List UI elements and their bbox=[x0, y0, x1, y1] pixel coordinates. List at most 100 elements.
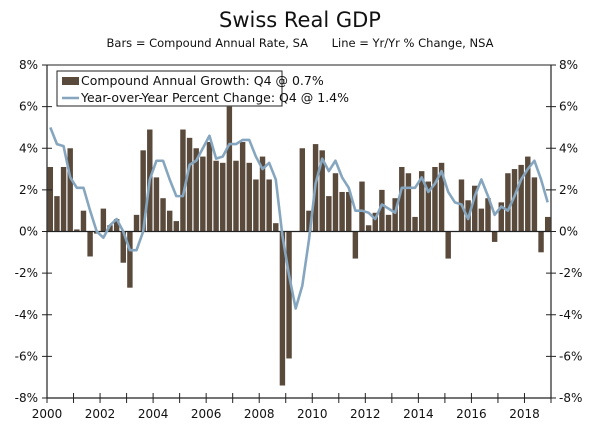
y-tick-label-right: -8% bbox=[559, 391, 582, 405]
bar bbox=[87, 231, 93, 257]
bar bbox=[491, 231, 498, 242]
bar bbox=[206, 142, 213, 232]
bar bbox=[54, 196, 60, 232]
bar bbox=[339, 191, 345, 232]
bar bbox=[379, 189, 385, 232]
y-tick-label-left: 0% bbox=[19, 225, 38, 239]
bar bbox=[140, 150, 146, 232]
bar bbox=[498, 202, 504, 232]
subtitle-line: Line = Yr/Yr % Change, NSA bbox=[331, 36, 494, 50]
bar bbox=[518, 164, 524, 232]
bar bbox=[478, 208, 485, 232]
legend-bar-label: Compound Annual Growth: Q4 @ 0.7% bbox=[81, 73, 324, 88]
bar bbox=[445, 231, 451, 259]
bar bbox=[346, 191, 352, 232]
bar bbox=[432, 166, 438, 232]
bar bbox=[226, 106, 233, 232]
bar bbox=[47, 166, 54, 232]
x-tick-label: 2016 bbox=[456, 407, 487, 421]
y-tick-label-right: -2% bbox=[559, 266, 582, 280]
chart-subtitle: Bars = Compound Annual Rate, SA Line = Y… bbox=[0, 36, 600, 50]
y-tick-label-left: 6% bbox=[19, 100, 38, 114]
bar bbox=[319, 150, 325, 232]
bar bbox=[418, 171, 425, 232]
y-tick-label-left: 4% bbox=[19, 141, 38, 155]
x-tick-label: 2000 bbox=[32, 407, 63, 421]
bar bbox=[326, 196, 332, 232]
bar bbox=[525, 156, 531, 232]
y-tick-label-right: 2% bbox=[559, 183, 578, 197]
bar bbox=[352, 231, 359, 259]
bar bbox=[511, 169, 518, 232]
x-tick-label: 2008 bbox=[244, 407, 275, 421]
bar bbox=[425, 181, 432, 232]
bar-series bbox=[47, 106, 551, 386]
bar bbox=[246, 162, 252, 232]
x-tick-label: 2018 bbox=[509, 407, 540, 421]
line-series-layer bbox=[49, 126, 549, 310]
axes: 8% 8% 6% 6% 4% 4% 2% 2% 0% 0% -2% -2% -4% -4% -6% -6% -8… bbox=[15, 58, 583, 421]
x-tick-label: 2014 bbox=[403, 407, 434, 421]
bar bbox=[67, 148, 73, 232]
bar bbox=[127, 231, 133, 288]
bar bbox=[372, 212, 378, 232]
y-tick-label-right: 6% bbox=[559, 100, 578, 114]
legend-line-label: Year-over-Year Percent Change: Q4 @ 1.4% bbox=[80, 90, 349, 105]
bar bbox=[239, 142, 246, 232]
bar bbox=[505, 173, 511, 232]
legend-box bbox=[56, 70, 283, 107]
bar bbox=[200, 156, 206, 232]
subtitle-bars: Bars = Compound Annual Rate, SA bbox=[106, 36, 308, 50]
bar bbox=[180, 129, 186, 232]
bar bbox=[100, 208, 107, 232]
y-tick-label-left: -4% bbox=[15, 308, 38, 322]
bar bbox=[472, 185, 478, 232]
bar bbox=[193, 148, 199, 232]
y-tick-label-left: -6% bbox=[15, 349, 38, 363]
bar bbox=[107, 225, 113, 232]
x-tick-label: 2006 bbox=[191, 407, 222, 421]
bar bbox=[299, 148, 306, 232]
bar bbox=[220, 162, 226, 232]
bar bbox=[538, 231, 544, 253]
y-tick-label-left: 2% bbox=[19, 183, 38, 197]
y-tick-label-left: -2% bbox=[15, 266, 38, 280]
x-tick-label: 2004 bbox=[138, 407, 169, 421]
y-tick-label-right: 0% bbox=[559, 225, 578, 239]
bar bbox=[365, 225, 372, 232]
bar bbox=[405, 173, 412, 232]
bar bbox=[173, 221, 180, 232]
chart-title: Swiss Real GDP bbox=[219, 8, 381, 32]
y-tick-label-right: 4% bbox=[559, 141, 578, 155]
bar bbox=[544, 216, 551, 232]
bar bbox=[266, 179, 272, 232]
x-tick-label: 2012 bbox=[350, 407, 381, 421]
y-tick-label-right: 8% bbox=[559, 58, 578, 72]
bar bbox=[259, 156, 266, 232]
bar bbox=[273, 223, 279, 232]
bar bbox=[392, 198, 398, 232]
bar bbox=[233, 160, 239, 232]
bar bbox=[412, 216, 418, 232]
yoy-line bbox=[49, 126, 549, 310]
legend: Compound Annual Growth: Q4 @ 0.7% Year-o… bbox=[56, 70, 349, 107]
bar bbox=[160, 198, 166, 232]
bar bbox=[399, 166, 405, 232]
legend-bar-swatch bbox=[62, 77, 79, 85]
bar bbox=[253, 179, 259, 232]
bar bbox=[166, 210, 173, 232]
bar bbox=[113, 219, 120, 232]
bar bbox=[385, 214, 392, 232]
bar bbox=[133, 214, 140, 232]
bar bbox=[153, 177, 160, 232]
bar bbox=[438, 162, 445, 232]
bar bbox=[286, 231, 292, 359]
bar bbox=[332, 173, 339, 232]
bar bbox=[485, 198, 491, 232]
bar bbox=[60, 166, 67, 232]
y-tick-label-left: -8% bbox=[15, 391, 38, 405]
bar bbox=[213, 160, 219, 232]
bar bbox=[359, 181, 365, 232]
bar bbox=[120, 231, 126, 263]
